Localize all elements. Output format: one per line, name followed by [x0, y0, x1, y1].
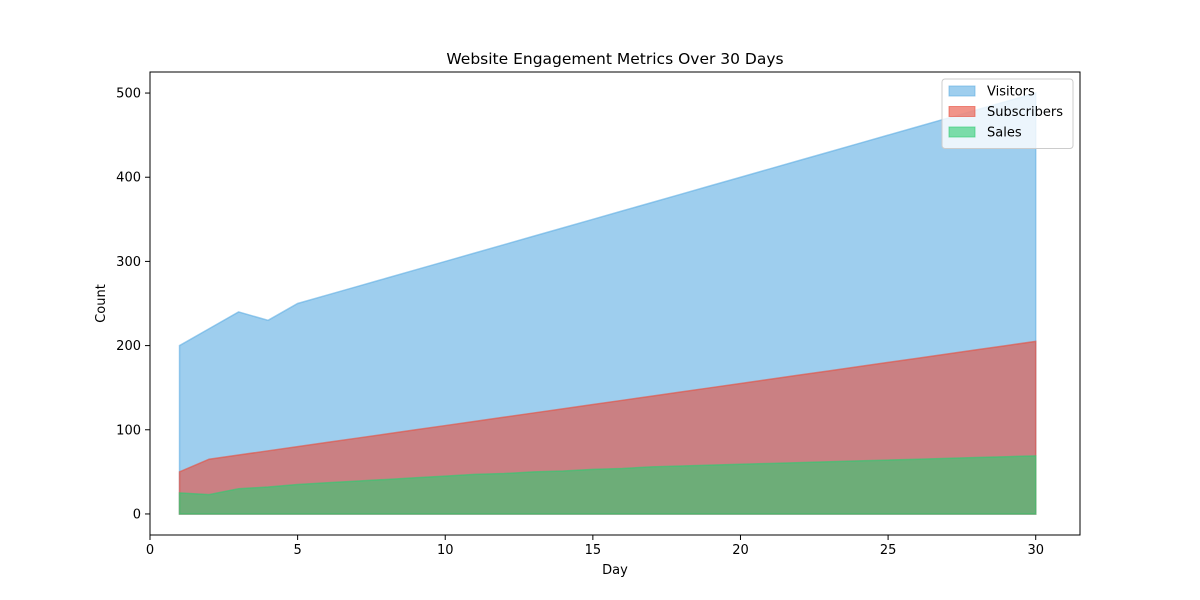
y-tick-label: 400: [116, 171, 141, 186]
y-axis: 0 100 200 300 400 500: [116, 87, 150, 522]
y-tick-label: 300: [116, 255, 141, 270]
legend-swatch-sales: [948, 126, 976, 138]
y-axis-label: Count: [94, 284, 109, 323]
x-tick-label: 30: [1027, 543, 1044, 558]
legend-label-sales: Sales: [987, 126, 1022, 141]
legend: Visitors Subscribers Sales: [941, 78, 1074, 149]
x-tick-label: 20: [732, 543, 749, 558]
legend-label-subscribers: Subscribers: [987, 105, 1063, 120]
y-tick-label: 200: [116, 339, 141, 354]
legend-swatch-subscribers: [948, 106, 976, 117]
y-tick-label: 0: [133, 507, 141, 522]
x-tick-label: 5: [293, 543, 301, 558]
plot-frame: [149, 71, 1081, 536]
y-tick-label: 500: [116, 87, 141, 102]
chart-title: Website Engagement Metrics Over 30 Days: [446, 50, 783, 68]
series-areas: [178, 92, 1037, 515]
x-tick-label: 10: [437, 543, 454, 558]
x-tick-label: 25: [880, 543, 897, 558]
x-axis: 0 5 10 15 20 25 30: [146, 535, 1044, 558]
legend-swatch-visitors: [948, 85, 976, 97]
x-axis-label: Day: [602, 563, 628, 578]
x-tick-label: 0: [146, 543, 154, 558]
area-sales: [178, 455, 1037, 515]
x-tick-label: 15: [585, 543, 602, 558]
y-tick-label: 100: [116, 423, 141, 438]
legend-label-visitors: Visitors: [987, 85, 1035, 100]
